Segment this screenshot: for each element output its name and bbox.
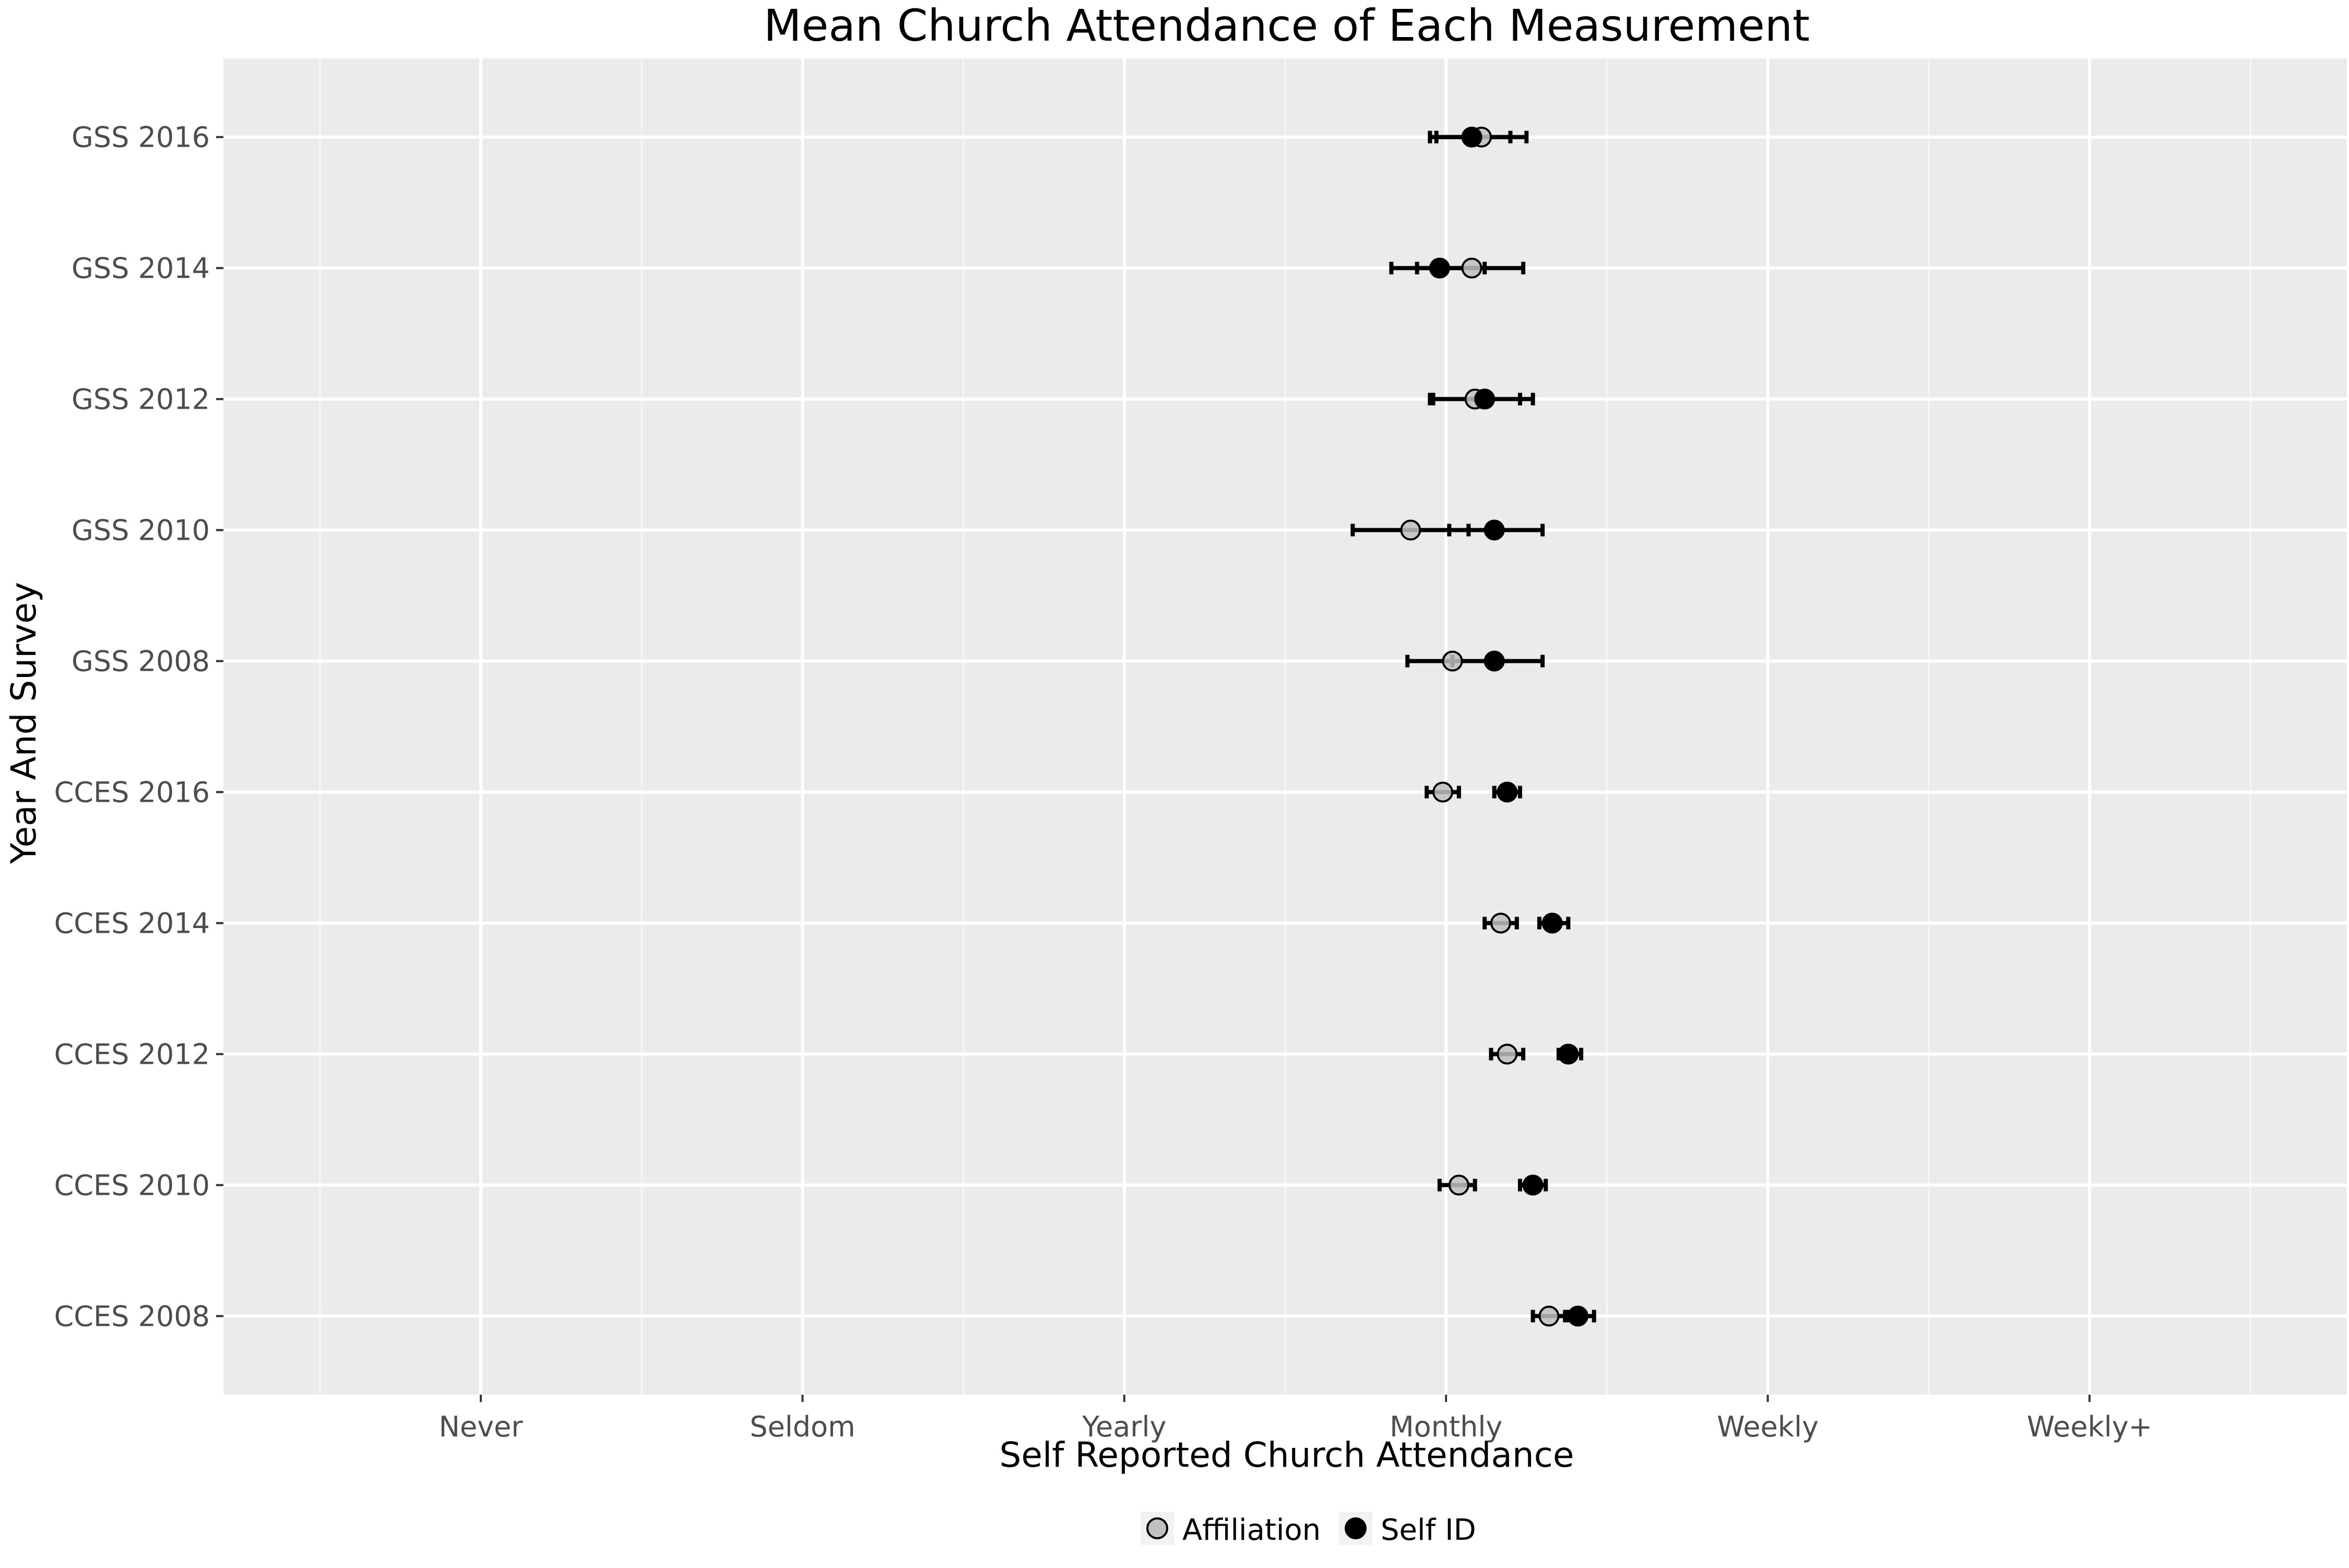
x-tick-label: Seldom <box>750 1410 855 1443</box>
legend-label: Self ID <box>1381 1513 1476 1547</box>
point-self-id <box>1558 1043 1579 1065</box>
point-affiliation <box>1432 781 1454 803</box>
point-affiliation <box>1461 257 1482 279</box>
y-tick-label: GSS 2008 <box>72 645 210 678</box>
y-tick-label: GSS 2012 <box>72 383 210 416</box>
point-self-id <box>1497 781 1518 803</box>
point-affiliation <box>1497 1043 1518 1065</box>
point-affiliation <box>1448 1174 1469 1196</box>
y-tick-label: CCES 2014 <box>54 907 210 940</box>
y-tick-label: GSS 2014 <box>72 252 210 285</box>
legend-key-self-id <box>1345 1517 1367 1539</box>
x-tick-label: Weekly+ <box>2027 1410 2152 1443</box>
y-tick-label: CCES 2016 <box>54 776 210 809</box>
point-self-id <box>1567 1305 1588 1327</box>
data-points <box>1400 126 1588 1327</box>
legend-item-self-id: Self ID <box>1339 1512 1476 1547</box>
legend-key-affiliation <box>1146 1517 1168 1539</box>
x-axis-ticks: Never Seldom Yearly Monthly Weekly Weekly+ <box>439 1395 2152 1443</box>
point-affiliation <box>1442 650 1463 672</box>
y-tick-label: GSS 2016 <box>72 121 210 154</box>
y-tick-label: CCES 2008 <box>54 1300 210 1333</box>
point-self-id <box>1474 388 1496 410</box>
point-affiliation <box>1538 1305 1560 1327</box>
point-self-id <box>1522 1174 1544 1196</box>
point-affiliation <box>1400 519 1421 541</box>
y-tick-label: GSS 2010 <box>72 514 210 547</box>
point-affiliation <box>1490 912 1511 934</box>
legend: Affiliation Self ID <box>1141 1512 1476 1547</box>
y-tick-label: CCES 2012 <box>54 1038 210 1071</box>
legend-label: Affiliation <box>1182 1513 1321 1547</box>
y-axis-ticks: GSS 2016 GSS 2014 GSS 2012 GSS 2010 GSS 2008… <box>54 121 223 1333</box>
x-tick-label: Monthly <box>1390 1410 1502 1443</box>
chart-title: Mean Church Attendance of Each Measureme… <box>764 0 1810 51</box>
grid-lines <box>223 58 2347 1395</box>
y-tick-label: CCES 2010 <box>54 1169 210 1202</box>
point-self-id <box>1484 650 1505 672</box>
point-self-id <box>1484 519 1505 541</box>
x-tick-label: Weekly <box>1717 1410 1819 1443</box>
point-self-id <box>1461 126 1482 148</box>
y-axis-title: Year And Survey <box>4 582 44 864</box>
x-tick-label: Never <box>439 1410 524 1443</box>
point-self-id <box>1429 257 1450 279</box>
point-self-id <box>1541 912 1563 934</box>
x-axis-title: Self Reported Church Attendance <box>999 1435 1574 1475</box>
legend-item-affiliation: Affiliation <box>1141 1512 1321 1547</box>
x-tick-label: Yearly <box>1082 1410 1166 1443</box>
